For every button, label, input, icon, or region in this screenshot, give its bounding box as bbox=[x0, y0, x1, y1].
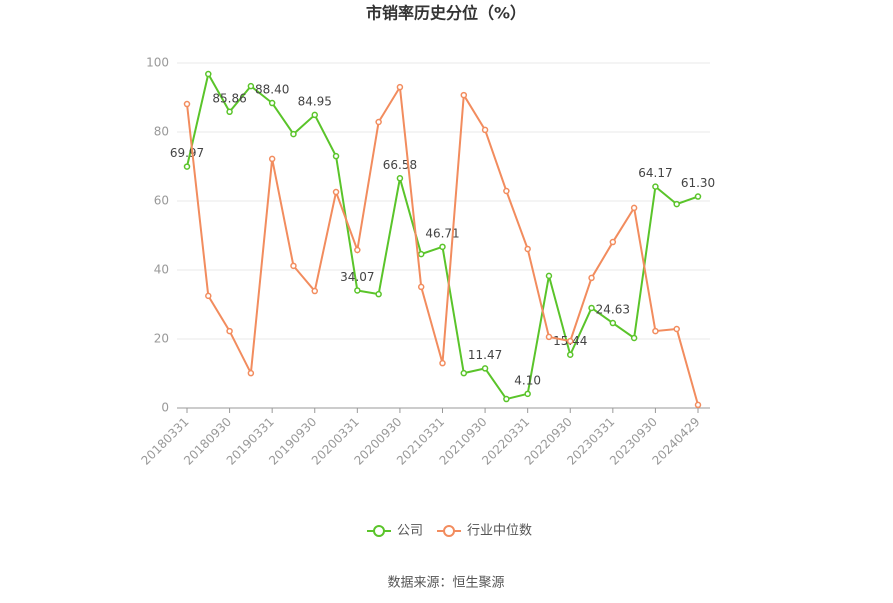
point bbox=[311, 111, 318, 119]
point bbox=[290, 262, 297, 270]
point bbox=[205, 70, 212, 78]
y-tick-label: 60 bbox=[154, 194, 169, 208]
y-tick-label: 100 bbox=[146, 56, 169, 70]
source: 数据来源：恒生聚源 bbox=[387, 576, 504, 591]
point bbox=[396, 175, 404, 182]
point bbox=[439, 243, 446, 251]
point bbox=[567, 351, 574, 358]
point bbox=[354, 287, 361, 294]
data-label: 11.47 bbox=[468, 348, 502, 362]
point bbox=[524, 390, 531, 398]
point bbox=[694, 193, 702, 200]
point bbox=[268, 155, 276, 163]
point bbox=[226, 108, 233, 116]
point bbox=[609, 319, 617, 327]
point bbox=[503, 187, 510, 195]
data-label: 61.30 bbox=[681, 176, 715, 190]
point bbox=[652, 327, 659, 335]
point bbox=[332, 152, 340, 160]
point bbox=[481, 126, 489, 134]
point bbox=[545, 272, 553, 280]
data-label: 24.63 bbox=[596, 303, 630, 317]
data-label: 69.97 bbox=[170, 146, 204, 160]
point bbox=[673, 325, 680, 333]
data-label: 46.71 bbox=[425, 226, 459, 240]
point bbox=[609, 238, 617, 246]
chart-title: 市销率历史分位（%） bbox=[366, 4, 526, 23]
point bbox=[226, 327, 233, 335]
point bbox=[183, 100, 191, 108]
point bbox=[417, 283, 425, 291]
data-label: 34.07 bbox=[340, 270, 374, 284]
y-tick-label: 0 bbox=[161, 401, 169, 415]
point bbox=[205, 292, 212, 300]
point bbox=[481, 365, 489, 372]
point bbox=[183, 163, 191, 170]
point bbox=[311, 287, 318, 295]
data-label: 88.40 bbox=[255, 83, 289, 97]
point bbox=[417, 250, 425, 258]
point bbox=[567, 337, 574, 345]
point bbox=[460, 369, 468, 377]
y-tick-label: 40 bbox=[154, 263, 169, 277]
y-tick-label: 20 bbox=[154, 332, 169, 346]
legend-marker bbox=[373, 525, 385, 537]
legend-label: 行业中位数 bbox=[467, 524, 532, 539]
point bbox=[439, 359, 446, 367]
data-label: 66.58 bbox=[383, 158, 417, 172]
point bbox=[332, 188, 340, 196]
legend-marker bbox=[443, 525, 456, 537]
point bbox=[375, 118, 382, 126]
point bbox=[588, 304, 595, 312]
point bbox=[630, 334, 638, 342]
point bbox=[247, 82, 255, 90]
point bbox=[268, 99, 276, 107]
point bbox=[545, 333, 553, 341]
y-tick-label: 80 bbox=[154, 125, 169, 139]
point bbox=[652, 183, 659, 190]
point bbox=[588, 274, 595, 282]
point bbox=[503, 395, 510, 403]
point bbox=[375, 290, 382, 298]
point bbox=[673, 200, 680, 208]
data-label: 64.17 bbox=[638, 166, 672, 180]
point bbox=[694, 401, 702, 409]
point bbox=[460, 91, 468, 99]
point bbox=[524, 245, 531, 253]
data-label: 4.10 bbox=[514, 373, 541, 387]
point bbox=[630, 204, 638, 212]
point bbox=[396, 83, 404, 91]
point bbox=[247, 369, 255, 377]
legend-label: 公司 bbox=[397, 524, 423, 539]
point bbox=[290, 130, 297, 138]
data-label: 84.95 bbox=[298, 94, 332, 108]
data-label: 85.86 bbox=[212, 91, 246, 105]
point bbox=[354, 246, 361, 254]
